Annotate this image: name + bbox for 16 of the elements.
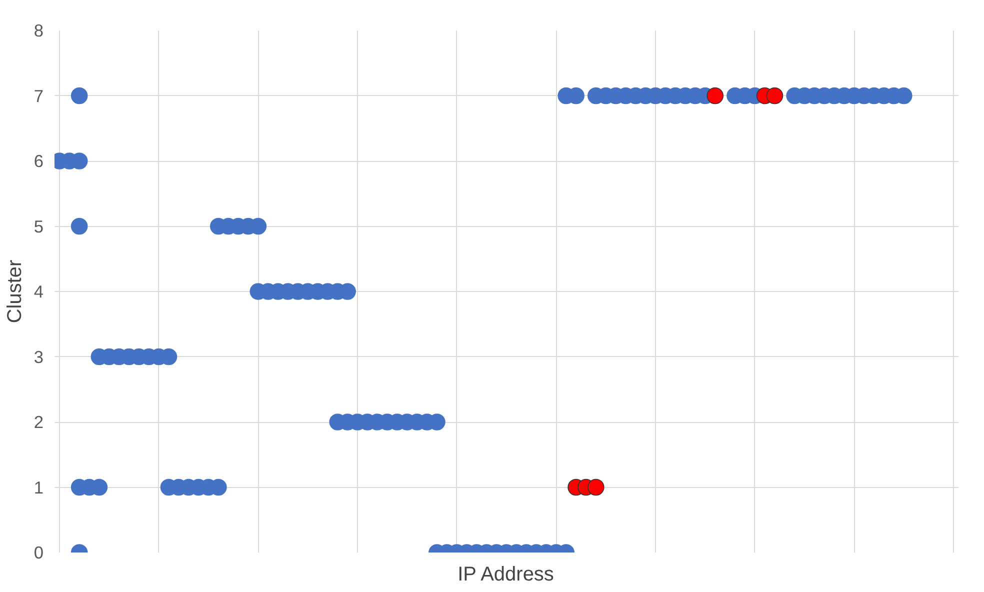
y-tick-label: 3: [34, 346, 44, 367]
y-axis-title: Cluster: [4, 259, 26, 324]
point: [766, 87, 784, 104]
y-tick-label: 6: [34, 151, 44, 171]
point: [70, 218, 88, 235]
y-tick-label: 7: [34, 86, 44, 106]
point: [70, 87, 88, 104]
y-tick-label: 8: [34, 20, 44, 40]
y-tick-label: 2: [34, 412, 44, 432]
y-tick-label: 0: [34, 542, 44, 562]
point: [588, 478, 604, 496]
y-tick-label: 1: [34, 477, 44, 498]
point: [706, 87, 724, 104]
y-tick-label: 4: [34, 282, 44, 302]
x-axis-title: IP Address: [458, 564, 554, 586]
y-tick-label: 5: [34, 216, 44, 236]
